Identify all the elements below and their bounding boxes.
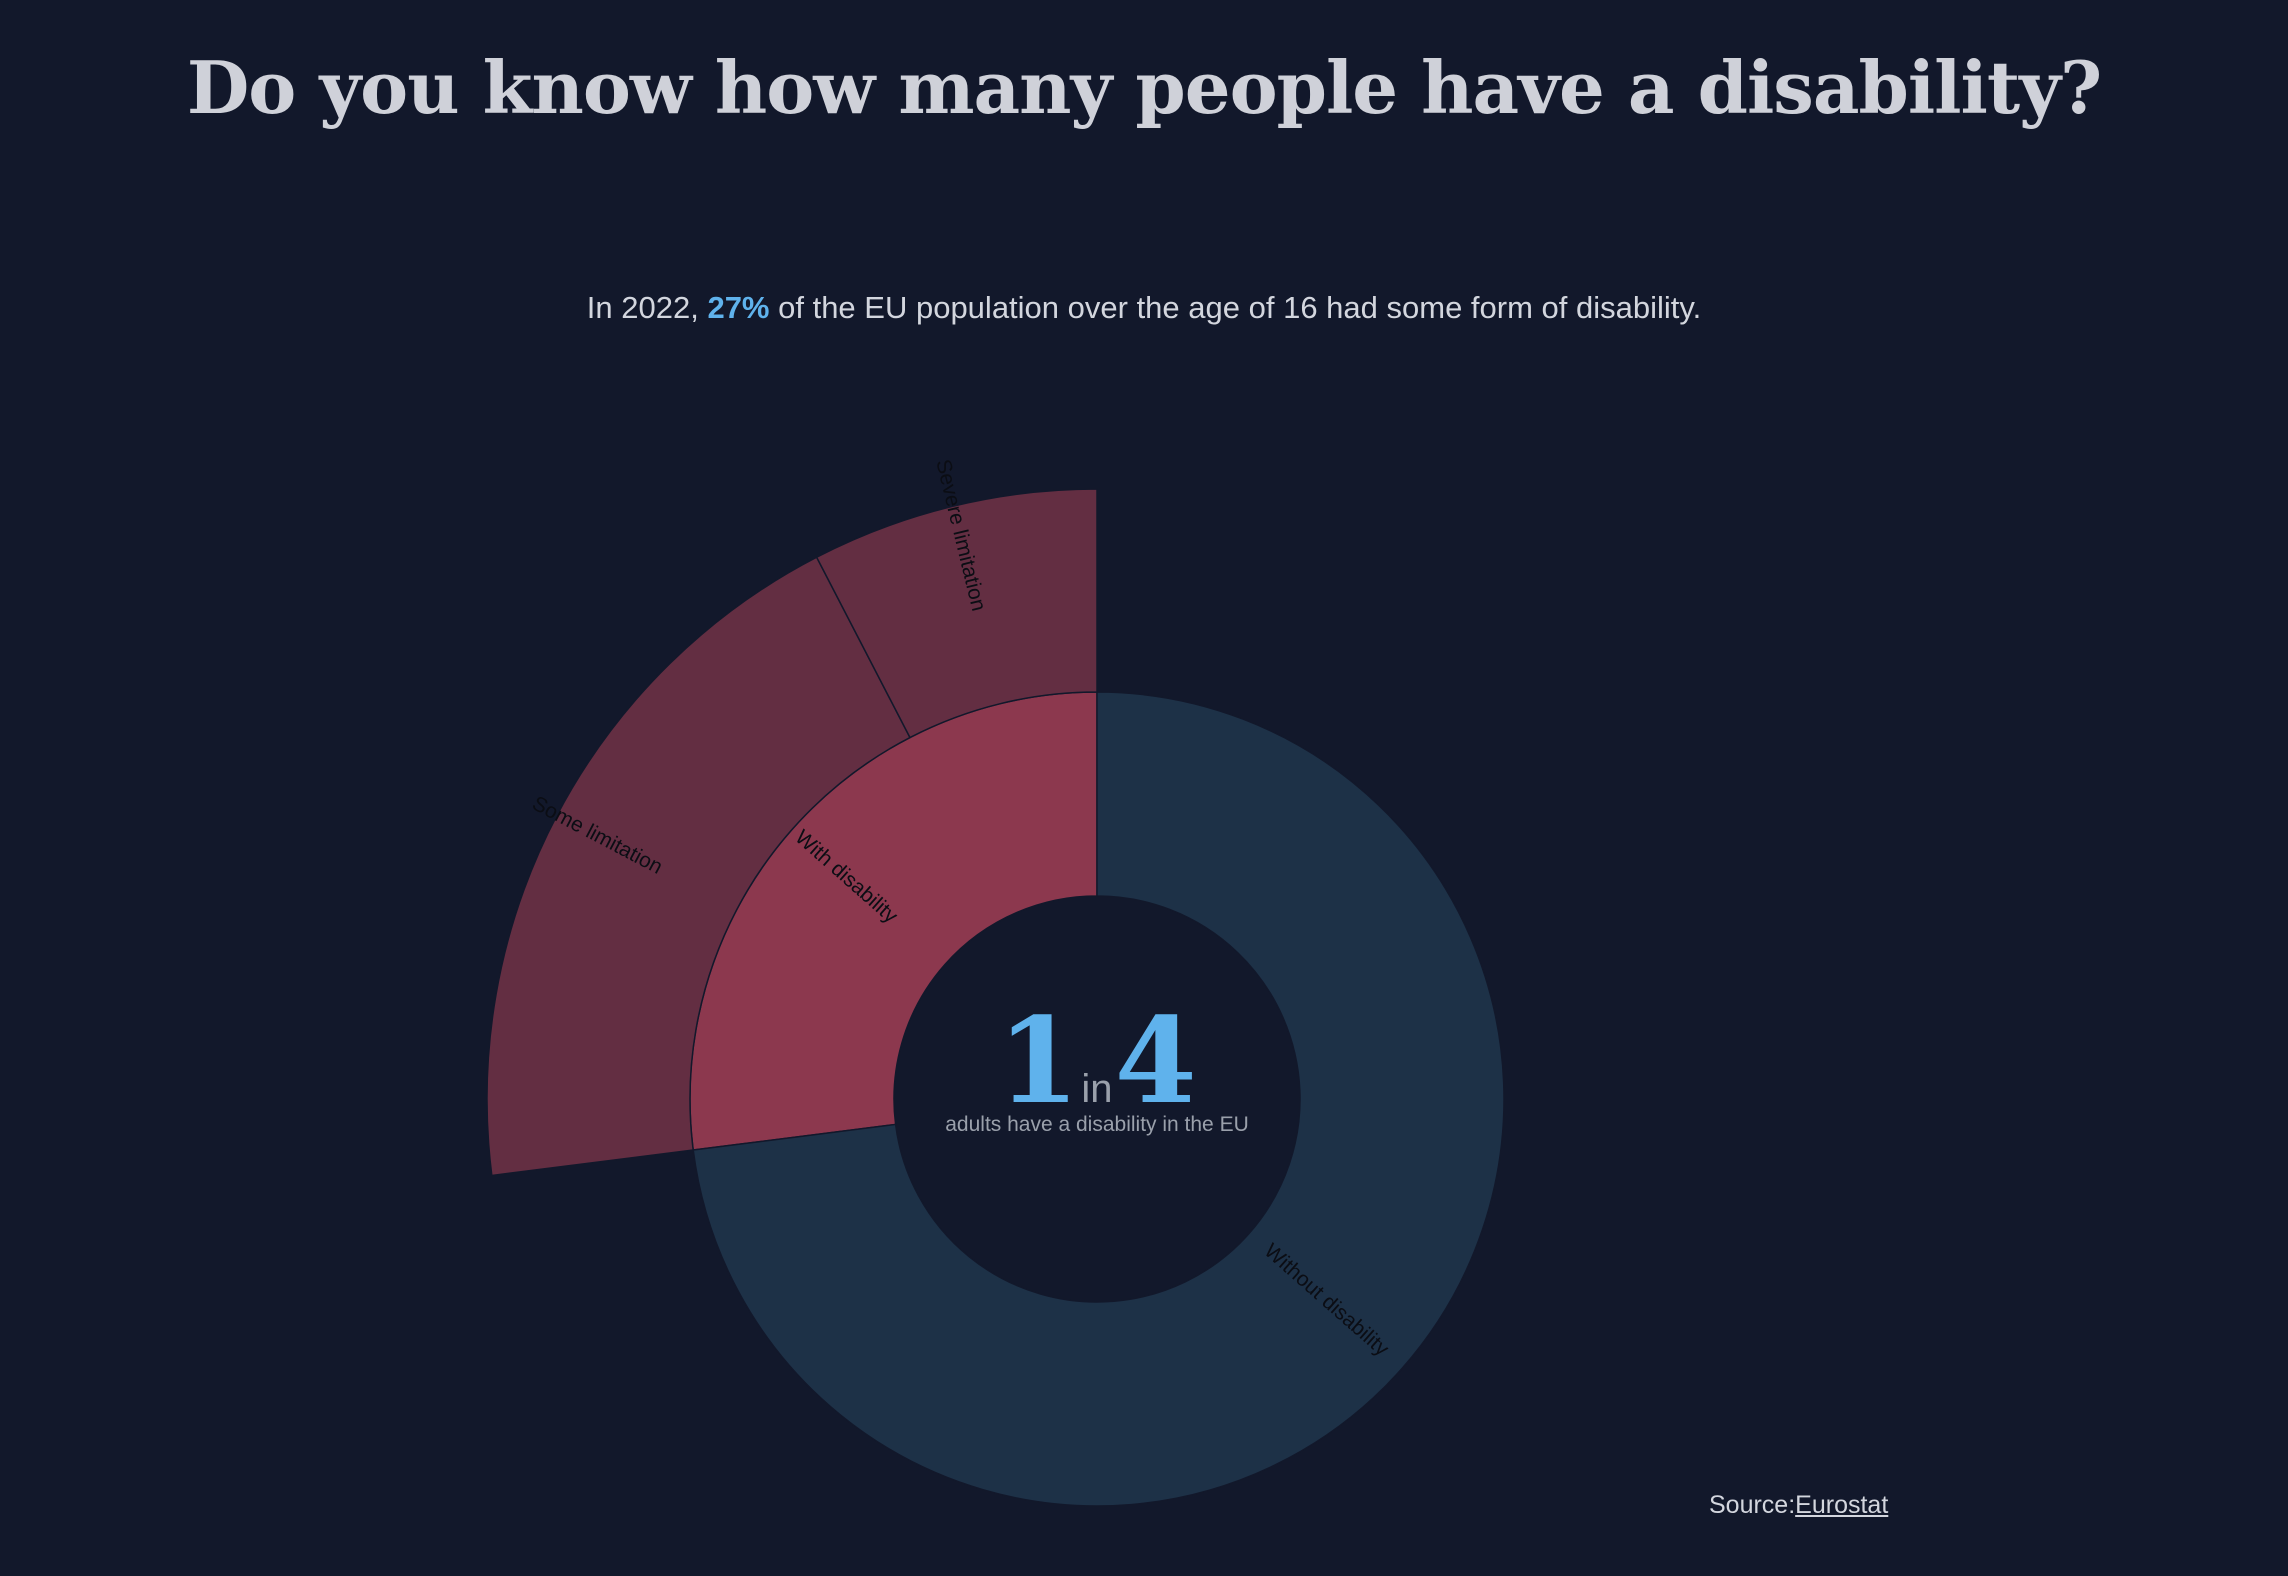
chart-slices bbox=[486, 488, 1505, 1507]
subtitle-after: of the EU population over the age of 16 … bbox=[769, 290, 1702, 325]
center-small: in bbox=[1081, 1067, 1112, 1111]
source-link[interactable]: Eurostat bbox=[1795, 1491, 1889, 1519]
without-disability-slice[interactable] bbox=[692, 691, 1505, 1507]
subtitle-before: In 2022, bbox=[586, 290, 708, 325]
subtitle: In 2022, 27% of the EU population over t… bbox=[0, 288, 2288, 328]
center-caption: adults have a disability in the EU bbox=[945, 1113, 1249, 1136]
source-label: Source: bbox=[1709, 1491, 1796, 1519]
subtitle-highlight: 27% bbox=[707, 290, 770, 325]
center-ratio: 1in4 bbox=[997, 991, 1196, 1130]
some-limitation-slice[interactable] bbox=[486, 556, 911, 1177]
center-big-right: 4 bbox=[1115, 991, 1197, 1130]
source-note: Source:Eurostat bbox=[1709, 1488, 1888, 1522]
page-title: Do you know how many people have a disab… bbox=[186, 45, 2102, 130]
center-big-left: 1 bbox=[997, 991, 1079, 1130]
center-stat: 1in4 adults have a disability in the EU bbox=[945, 991, 1249, 1136]
severe-limitation-slice[interactable] bbox=[815, 488, 1098, 739]
